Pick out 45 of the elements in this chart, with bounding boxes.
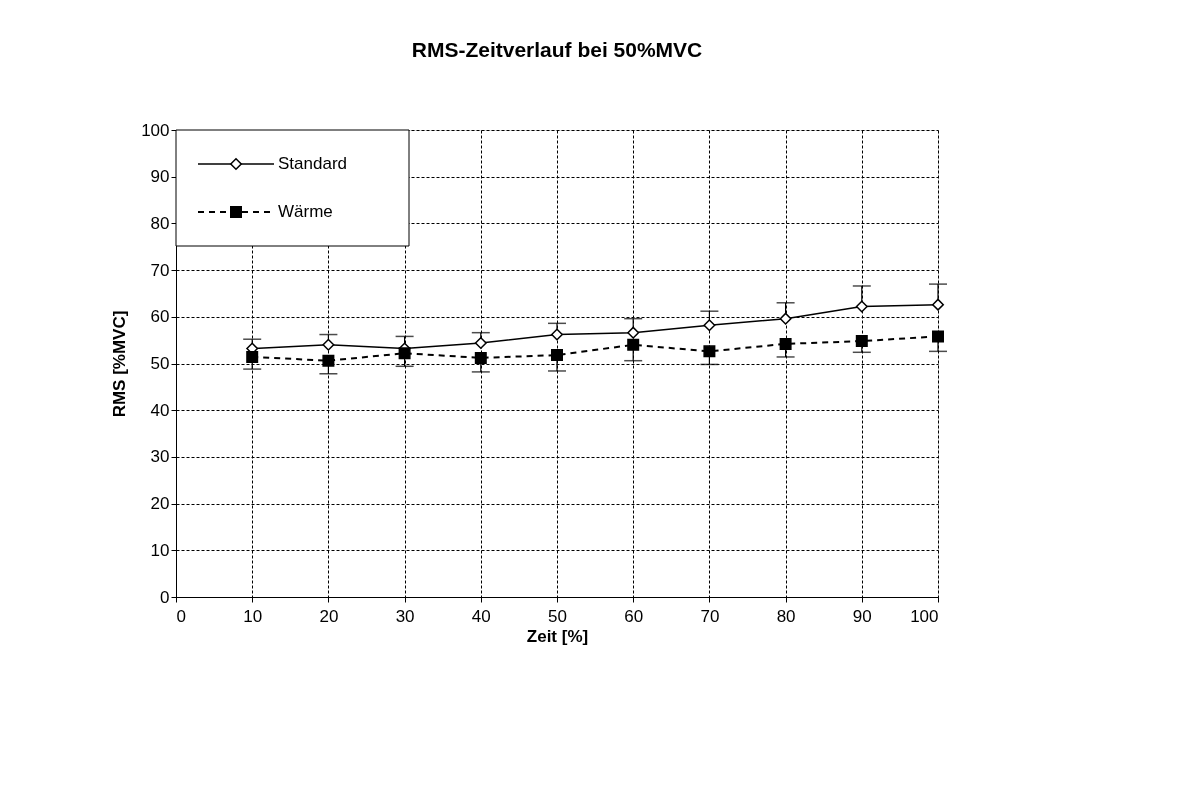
point — [703, 319, 716, 332]
y-axis-title: RMS [%MVC] — [110, 310, 130, 418]
point — [551, 328, 563, 341]
point — [474, 351, 487, 364]
x-tick-label: 0 — [176, 606, 186, 626]
point — [627, 326, 640, 339]
point — [703, 345, 716, 358]
point — [551, 349, 563, 362]
legend-label: Wärme — [278, 202, 333, 221]
point — [322, 354, 335, 367]
y-tick-label: 90 — [150, 167, 170, 187]
x-tick-label: 30 — [395, 606, 415, 626]
x-tick-label: 10 — [243, 606, 263, 626]
point — [855, 335, 868, 348]
legend-label: Standard — [278, 154, 347, 173]
point — [474, 336, 487, 349]
y-tick-label: 70 — [150, 260, 170, 280]
y-tick-label: 0 — [160, 587, 170, 607]
y-tick-label: 100 — [141, 120, 170, 140]
point — [932, 330, 944, 343]
y-tick-label: 20 — [150, 494, 170, 514]
x-tick-label: 60 — [624, 606, 644, 626]
x-tick-label: 20 — [319, 606, 339, 626]
y-tick-label: 30 — [150, 447, 170, 467]
point — [779, 312, 792, 325]
x-tick-label: 80 — [776, 606, 796, 626]
point — [627, 338, 640, 351]
y-tick-label: 60 — [150, 307, 170, 327]
point — [779, 337, 792, 350]
x-axis-title: Zeit [%] — [526, 626, 589, 646]
y-tick-label: 50 — [150, 354, 170, 373]
x-tick-label: 70 — [700, 606, 720, 626]
chart-title: RMS-Zeitverlauf bei 50%MVC — [411, 38, 703, 61]
x-tick-label: 50 — [548, 606, 567, 626]
y-tick-label: 80 — [150, 213, 170, 233]
x-tick-label: 90 — [852, 606, 872, 626]
point — [322, 338, 335, 351]
x-tick-label: 40 — [471, 606, 491, 626]
point — [855, 300, 868, 313]
x-tick-label: 100 — [910, 606, 939, 626]
y-tick-label: 40 — [150, 400, 170, 420]
point — [932, 298, 944, 311]
point — [398, 347, 411, 360]
point — [246, 350, 259, 363]
y-tick-label: 10 — [150, 540, 170, 560]
